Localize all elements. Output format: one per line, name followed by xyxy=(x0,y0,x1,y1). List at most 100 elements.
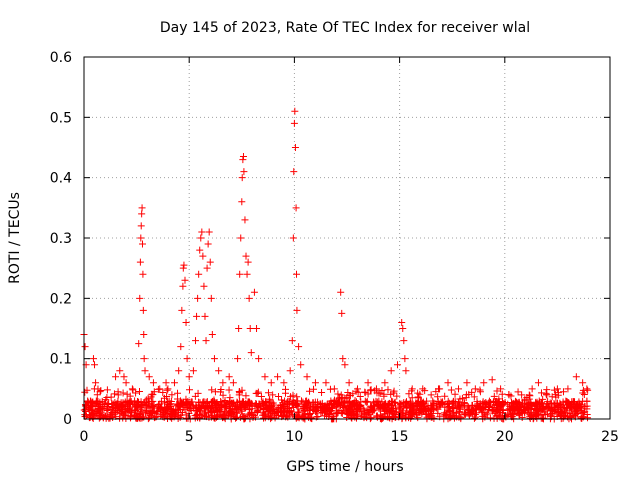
data-point xyxy=(107,393,115,401)
data-point xyxy=(401,355,409,363)
data-point xyxy=(253,390,261,398)
data-point xyxy=(335,394,343,402)
data-point xyxy=(476,388,484,396)
data-point xyxy=(270,408,278,416)
data-point xyxy=(580,390,588,398)
data-point xyxy=(504,406,512,414)
data-point xyxy=(293,393,301,401)
data-point xyxy=(421,387,429,395)
data-point xyxy=(167,402,175,410)
data-point xyxy=(442,412,450,420)
data-point xyxy=(527,398,535,406)
data-point xyxy=(282,412,290,420)
data-point xyxy=(400,337,408,345)
data-point xyxy=(303,373,311,381)
data-point xyxy=(542,389,550,397)
data-point xyxy=(363,406,371,414)
data-point xyxy=(455,385,463,393)
x-tick-label: 15 xyxy=(391,429,409,445)
data-point xyxy=(469,401,477,409)
data-point xyxy=(423,413,431,421)
data-point xyxy=(281,389,289,397)
data-point xyxy=(336,401,344,409)
data-point xyxy=(240,398,248,406)
data-point xyxy=(264,389,272,397)
data-point xyxy=(145,373,153,381)
data-point xyxy=(551,405,559,413)
data-point xyxy=(341,397,349,405)
data-point xyxy=(199,402,207,410)
y-axis-ticks: 0 0.1 0.2 0.3 0.4 0.5 0.6 xyxy=(50,50,610,428)
data-point xyxy=(193,312,201,320)
data-point xyxy=(181,406,189,414)
data-point xyxy=(140,331,148,339)
data-point xyxy=(234,355,242,363)
data-point xyxy=(378,386,386,394)
data-point xyxy=(559,414,567,422)
data-point xyxy=(564,399,572,407)
data-point xyxy=(579,389,587,397)
data-point xyxy=(583,410,591,418)
data-point xyxy=(288,337,296,345)
data-point xyxy=(137,234,145,242)
data-point xyxy=(178,398,186,406)
data-point xyxy=(451,412,459,420)
data-point xyxy=(294,408,302,416)
data-point xyxy=(242,252,250,260)
data-point xyxy=(89,398,97,406)
data-point xyxy=(525,391,533,399)
data-point xyxy=(573,403,581,411)
data-point xyxy=(201,312,209,320)
data-point xyxy=(241,216,249,224)
data-point xyxy=(95,410,103,418)
data-point xyxy=(181,276,189,284)
data-point xyxy=(198,228,206,236)
data-point xyxy=(535,411,543,419)
data-point xyxy=(566,409,574,417)
data-point xyxy=(150,401,158,409)
data-point xyxy=(212,399,220,407)
data-point xyxy=(572,404,580,412)
data-point xyxy=(479,404,487,412)
data-point xyxy=(408,385,416,393)
data-point xyxy=(429,406,437,414)
data-point xyxy=(208,412,216,420)
data-point xyxy=(163,386,171,394)
x-tick-label: 0 xyxy=(80,429,89,445)
data-point xyxy=(505,391,513,399)
data-point xyxy=(518,391,526,399)
data-point xyxy=(162,404,170,412)
data-point xyxy=(312,406,320,414)
data-point xyxy=(292,399,300,407)
data-point xyxy=(253,325,261,332)
data-point xyxy=(275,392,283,400)
data-point xyxy=(177,343,185,351)
x-tick-label: 10 xyxy=(285,429,303,445)
data-point xyxy=(471,385,479,393)
data-point xyxy=(349,390,357,398)
data-point xyxy=(350,399,358,407)
data-point xyxy=(85,406,93,414)
data-point xyxy=(490,392,498,400)
data-point xyxy=(295,343,303,351)
data-point xyxy=(361,397,369,405)
data-point xyxy=(584,386,592,394)
data-point xyxy=(428,404,436,412)
data-point xyxy=(226,394,234,402)
data-point xyxy=(485,402,493,410)
data-point xyxy=(147,412,155,420)
data-point xyxy=(194,389,202,397)
data-point xyxy=(398,318,406,326)
chart-title: Day 145 of 2023, Rate Of TEC Index for r… xyxy=(160,20,530,36)
data-point xyxy=(384,386,392,394)
data-point xyxy=(543,391,551,399)
data-point xyxy=(250,288,258,296)
data-point xyxy=(472,413,480,421)
data-point xyxy=(301,402,309,410)
data-point xyxy=(493,406,501,414)
data-point xyxy=(114,388,122,396)
data-point xyxy=(216,406,224,414)
data-point xyxy=(399,325,407,332)
data-point xyxy=(449,397,457,405)
data-point xyxy=(349,401,357,409)
